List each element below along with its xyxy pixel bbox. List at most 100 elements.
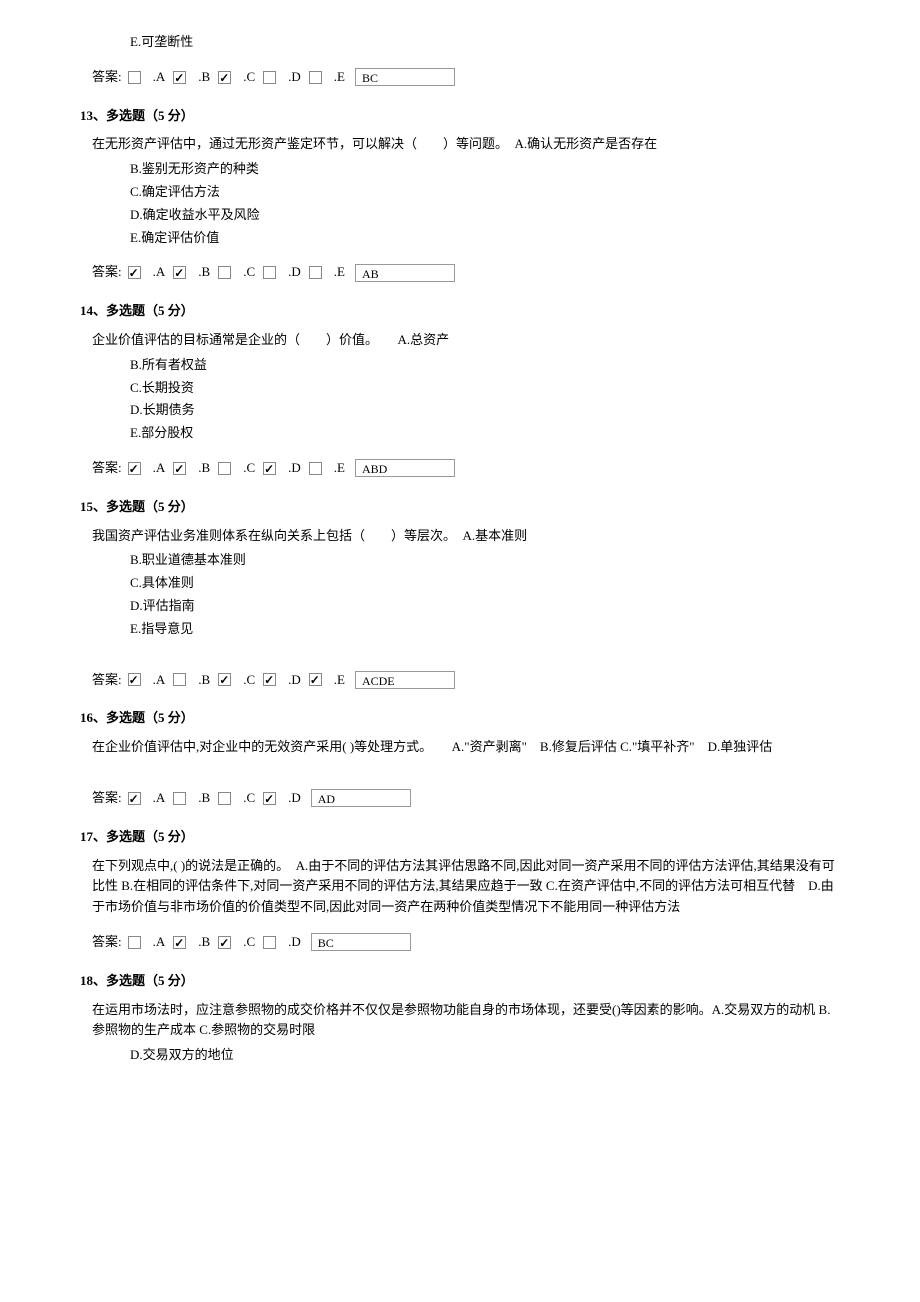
q14-check-b[interactable] — [173, 462, 186, 475]
q17-check-b[interactable] — [173, 936, 186, 949]
q14-option-b: B.所有者权益 — [80, 355, 840, 376]
q14-check-a[interactable] — [128, 462, 141, 475]
q15-answer-input[interactable]: ACDE — [355, 671, 455, 689]
q18-stem: 在运用市场法时，应注意参照物的成交价格并不仅仅是参照物功能自身的市场体现，还要受… — [80, 1000, 840, 1042]
q17-stem: 在下列观点中,( )的说法是正确的。 A.由于不同的评估方法其评估思路不同,因此… — [80, 856, 840, 918]
q12-check-e[interactable] — [309, 71, 322, 84]
q14-title: 14、多选题（5 分） — [80, 301, 840, 322]
q16-check-d[interactable] — [263, 792, 276, 805]
letter-e: .E — [334, 458, 345, 479]
q15-option-c: C.具体准则 — [80, 573, 840, 594]
q13-option-e: E.确定评估价值 — [80, 228, 840, 249]
q15-answer-row: 答案: .A .B .C .D .E ACDE — [80, 670, 840, 691]
q13-option-d: D.确定收益水平及风险 — [80, 205, 840, 226]
q17-check-c[interactable] — [218, 936, 231, 949]
q14-check-c[interactable] — [218, 462, 231, 475]
q14-check-e[interactable] — [309, 462, 322, 475]
letter-d: .D — [288, 932, 301, 953]
letter-b: .B — [198, 788, 210, 809]
letter-e: .E — [334, 262, 345, 283]
letter-a: .A — [153, 67, 166, 88]
letter-b: .B — [198, 670, 210, 691]
q14-option-c: C.长期投资 — [80, 378, 840, 399]
q17-check-a[interactable] — [128, 936, 141, 949]
q14-check-d[interactable] — [263, 462, 276, 475]
letter-d: .D — [288, 788, 301, 809]
answer-label: 答案: — [92, 788, 122, 809]
q13-option-c: C.确定评估方法 — [80, 182, 840, 203]
q15-check-c[interactable] — [218, 673, 231, 686]
answer-label: 答案: — [92, 670, 122, 691]
q15-check-e[interactable] — [309, 673, 322, 686]
letter-b: .B — [198, 458, 210, 479]
q17-answer-input[interactable]: BC — [311, 933, 411, 951]
q13-answer-input[interactable]: AB — [355, 264, 455, 282]
letter-e: .E — [334, 67, 345, 88]
answer-label: 答案: — [92, 458, 122, 479]
q12-check-b[interactable] — [173, 71, 186, 84]
q13-check-e[interactable] — [309, 266, 322, 279]
q13-stem: 在无形资产评估中，通过无形资产鉴定环节，可以解决（ ）等问题。 A.确认无形资产… — [80, 134, 840, 155]
q18-title: 18、多选题（5 分） — [80, 971, 840, 992]
q12-option-e: E.可垄断性 — [80, 32, 840, 53]
q15-option-b: B.职业道德基本准则 — [80, 550, 840, 571]
letter-b: .B — [198, 932, 210, 953]
q17-title: 17、多选题（5 分） — [80, 827, 840, 848]
q13-title: 13、多选题（5 分） — [80, 106, 840, 127]
q14-answer-row: 答案: .A .B .C .D .E ABD — [80, 458, 840, 479]
q15-stem: 我国资产评估业务准则体系在纵向关系上包括（ ）等层次。 A.基本准则 — [80, 526, 840, 547]
q15-check-d[interactable] — [263, 673, 276, 686]
letter-d: .D — [288, 458, 301, 479]
letter-a: .A — [153, 262, 166, 283]
q14-option-d: D.长期债务 — [80, 400, 840, 421]
letter-a: .A — [153, 932, 166, 953]
letter-c: .C — [243, 458, 255, 479]
q18-option-d: D.交易双方的地位 — [80, 1045, 840, 1066]
q12-answer-row: 答案: .A .B .C .D .E BC — [80, 67, 840, 88]
q16-check-c[interactable] — [218, 792, 231, 805]
q16-answer-input[interactable]: AD — [311, 789, 411, 807]
q13-check-b[interactable] — [173, 266, 186, 279]
letter-c: .C — [243, 932, 255, 953]
q12-check-a[interactable] — [128, 71, 141, 84]
q13-check-c[interactable] — [218, 266, 231, 279]
q12-check-d[interactable] — [263, 71, 276, 84]
letter-a: .A — [153, 458, 166, 479]
letter-e: .E — [334, 670, 345, 691]
answer-label: 答案: — [92, 67, 122, 88]
letter-c: .C — [243, 67, 255, 88]
q16-check-b[interactable] — [173, 792, 186, 805]
q13-check-d[interactable] — [263, 266, 276, 279]
q16-stem: 在企业价值评估中,对企业中的无效资产采用( )等处理方式。 A."资产剥离" B… — [80, 737, 840, 758]
letter-a: .A — [153, 670, 166, 691]
q15-option-d: D.评估指南 — [80, 596, 840, 617]
letter-c: .C — [243, 670, 255, 691]
q14-option-e: E.部分股权 — [80, 423, 840, 444]
q16-check-a[interactable] — [128, 792, 141, 805]
letter-c: .C — [243, 788, 255, 809]
letter-b: .B — [198, 262, 210, 283]
q14-answer-input[interactable]: ABD — [355, 459, 455, 477]
q13-answer-row: 答案: .A .B .C .D .E AB — [80, 262, 840, 283]
letter-a: .A — [153, 788, 166, 809]
letter-d: .D — [288, 262, 301, 283]
q13-check-a[interactable] — [128, 266, 141, 279]
q17-check-d[interactable] — [263, 936, 276, 949]
letter-d: .D — [288, 67, 301, 88]
q17-answer-row: 答案: .A .B .C .D BC — [80, 932, 840, 953]
letter-d: .D — [288, 670, 301, 691]
letter-c: .C — [243, 262, 255, 283]
q12-answer-input[interactable]: BC — [355, 68, 455, 86]
q15-title: 15、多选题（5 分） — [80, 497, 840, 518]
q15-check-a[interactable] — [128, 673, 141, 686]
q16-answer-row: 答案: .A .B .C .D AD — [80, 788, 840, 809]
q16-title: 16、多选题（5 分） — [80, 708, 840, 729]
q14-stem: 企业价值评估的目标通常是企业的（ ）价值。 A.总资产 — [80, 330, 840, 351]
q12-check-c[interactable] — [218, 71, 231, 84]
q15-check-b[interactable] — [173, 673, 186, 686]
answer-label: 答案: — [92, 262, 122, 283]
q15-option-e: E.指导意见 — [80, 619, 840, 640]
letter-b: .B — [198, 67, 210, 88]
answer-label: 答案: — [92, 932, 122, 953]
q13-option-b: B.鉴别无形资产的种类 — [80, 159, 840, 180]
